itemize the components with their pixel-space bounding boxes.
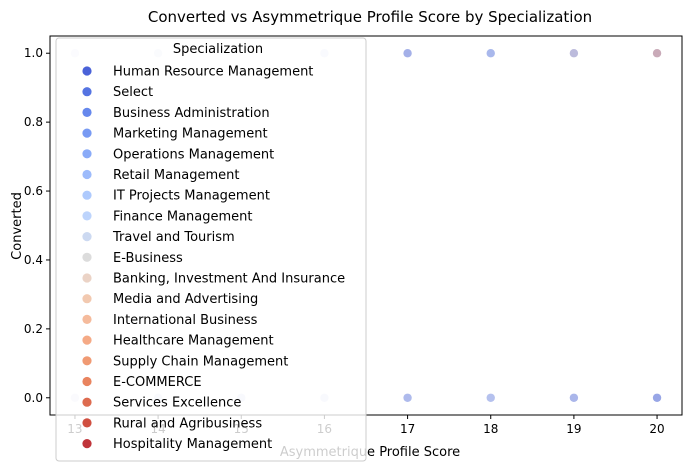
- y-tick-label: 0.2: [24, 322, 43, 336]
- legend-marker: [82, 149, 92, 159]
- legend-entry-label: E-COMMERCE: [113, 375, 202, 390]
- legend-box: [55, 37, 367, 462]
- legend-marker: [82, 190, 92, 200]
- x-tick-label: 20: [649, 422, 664, 436]
- data-point: [486, 49, 495, 58]
- data-point: [569, 393, 579, 402]
- legend-entry-label: Marketing Management: [113, 127, 268, 142]
- data-point: [652, 393, 662, 402]
- legend-entry-label: IT Projects Management: [113, 189, 270, 204]
- legend-marker: [82, 128, 92, 138]
- legend-marker: [82, 87, 92, 97]
- legend-marker: [82, 376, 92, 387]
- data-point: [569, 49, 579, 58]
- legend-entry-label: Business Administration: [113, 106, 270, 121]
- legend-marker: [82, 107, 92, 117]
- legend-marker: [82, 273, 92, 283]
- y-tick-label: 1.0: [24, 46, 43, 60]
- legend-entries: Human Resource Management Select Business …: [82, 65, 345, 452]
- data-point: [403, 393, 412, 402]
- data-point: [652, 49, 662, 58]
- legend-entry-label: Healthcare Management: [113, 334, 274, 349]
- y-axis-ticks: 0.0 0.2 0.4 0.6 0.8 1.0: [24, 46, 50, 405]
- data-point: [403, 49, 412, 58]
- x-tick-label: 19: [566, 422, 581, 436]
- legend-entry-label: Human Resource Management: [113, 65, 313, 80]
- y-tick-label: 0.6: [24, 184, 43, 198]
- legend-entry-label: Retail Management: [113, 168, 240, 183]
- legend-entry-label: International Business: [113, 313, 258, 328]
- legend-marker: [82, 232, 92, 242]
- legend-marker: [82, 169, 92, 180]
- legend-entry-label: Supply Chain Management: [113, 354, 288, 369]
- legend-marker: [82, 66, 92, 76]
- legend-marker: [82, 356, 92, 366]
- x-tick-label: 18: [483, 422, 498, 436]
- legend-entry-label: Travel and Tourism: [112, 230, 235, 245]
- x-tick-label: 17: [400, 422, 415, 436]
- legend-marker: [82, 418, 92, 428]
- legend-marker: [82, 335, 92, 345]
- y-axis-label: Converted: [10, 192, 25, 260]
- y-tick-label: 0.4: [24, 253, 43, 267]
- legend-entry-label: Select: [113, 85, 153, 100]
- legend-marker: [82, 397, 92, 407]
- legend-entry-label: Services Excellence: [113, 396, 241, 411]
- legend-entry-label: Finance Management: [113, 209, 253, 224]
- legend-entry-label: Media and Advertising: [113, 292, 258, 307]
- legend-marker: [82, 252, 92, 262]
- legend-title: Specialization: [173, 42, 263, 57]
- legend-marker: [82, 314, 92, 324]
- legend-entry-label: Banking, Investment And Insurance: [113, 272, 345, 287]
- legend-marker: [82, 439, 92, 449]
- legend-entry-label: E-Business: [113, 251, 183, 266]
- legend-marker: [82, 211, 92, 221]
- y-tick-label: 0.8: [24, 115, 43, 129]
- data-point: [486, 393, 495, 402]
- legend-entry-label: Operations Management: [113, 147, 274, 162]
- legend-marker: [82, 294, 92, 304]
- legend: Specialization Human Resource Management…: [55, 37, 367, 462]
- y-tick-label: 0.0: [24, 391, 43, 405]
- legend-entry-label: Rural and Agribusiness: [113, 416, 262, 431]
- chart-title: Converted vs Asymmetrique Profile Score …: [148, 8, 592, 26]
- legend-entry-label: Hospitality Management: [113, 437, 272, 452]
